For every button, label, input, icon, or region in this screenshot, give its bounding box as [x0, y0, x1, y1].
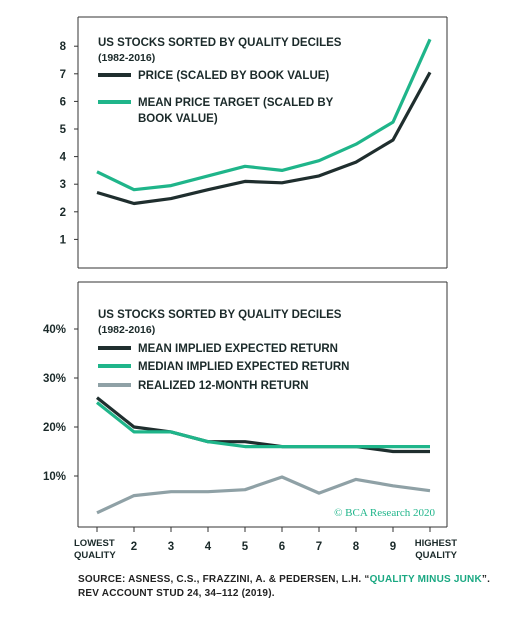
x-tick-label: LOWEST	[74, 538, 115, 549]
y-tick-label: 6	[60, 96, 66, 108]
y-tick-label: 5	[60, 124, 67, 136]
source-prefix: SOURCE: ASNESS, C.S., FRAZZINI, A. & PED…	[78, 574, 370, 585]
y-tick-label: 8	[60, 41, 67, 53]
legend-label: MEDIAN IMPLIED EXPECTED RETURN	[138, 361, 350, 373]
chart-title: US STOCKS SORTED BY QUALITY DECILES	[98, 37, 342, 49]
series-line	[96, 475, 431, 515]
chart-subtitle: (1982-2016)	[98, 324, 155, 336]
x-tick-label: 5	[242, 541, 249, 553]
y-tick-label: 10%	[43, 471, 66, 483]
y-tick-label: 4	[60, 152, 67, 164]
y-tick-label: 2	[60, 207, 66, 219]
legend-label: PRICE (SCALED BY BOOK VALUE)	[138, 70, 329, 82]
legend-label: REALIZED 12-MONTH RETURN	[138, 380, 309, 392]
y-tick-label: 1	[60, 234, 67, 246]
y-tick-label: 7	[60, 69, 66, 81]
series-line	[96, 71, 432, 206]
x-tick-label: 2	[131, 541, 137, 553]
chart-title: US STOCKS SORTED BY QUALITY DECILES	[98, 309, 342, 321]
series-line	[96, 396, 430, 454]
series-line	[96, 401, 430, 449]
x-tick-label: HIGHEST	[415, 538, 457, 549]
legend-label: MEAN PRICE TARGET (SCALED BY	[138, 97, 334, 109]
source-highlight: QUALITY MINUS JUNK	[369, 574, 482, 585]
source-note: SOURCE: ASNESS, C.S., FRAZZINI, A. & PED…	[78, 573, 498, 601]
legend-label: BOOK VALUE)	[138, 113, 218, 125]
source-suffix: ”. REV ACCOUNT STUD 24, 34–112 (2019).	[78, 574, 491, 599]
x-tick-label: 7	[316, 541, 322, 553]
x-tick-label: 6	[279, 541, 285, 553]
y-tick-label: 40%	[43, 324, 66, 336]
y-tick-label: 20%	[43, 422, 66, 434]
x-tick-label: 4	[205, 541, 212, 553]
x-tick-label: 3	[168, 541, 174, 553]
legend-label: MEAN IMPLIED EXPECTED RETURN	[138, 343, 338, 355]
x-tick-label: QUALITY	[415, 550, 457, 561]
watermark: © BCA Research 2020	[334, 507, 435, 519]
y-tick-label: 30%	[43, 373, 66, 385]
x-tick-label: 9	[390, 541, 396, 553]
x-tick-label: 8	[353, 541, 360, 553]
chart-subtitle: (1982-2016)	[98, 52, 155, 64]
series-line	[96, 38, 432, 192]
y-tick-label: 3	[60, 179, 66, 191]
x-tick-label: QUALITY	[74, 550, 116, 561]
